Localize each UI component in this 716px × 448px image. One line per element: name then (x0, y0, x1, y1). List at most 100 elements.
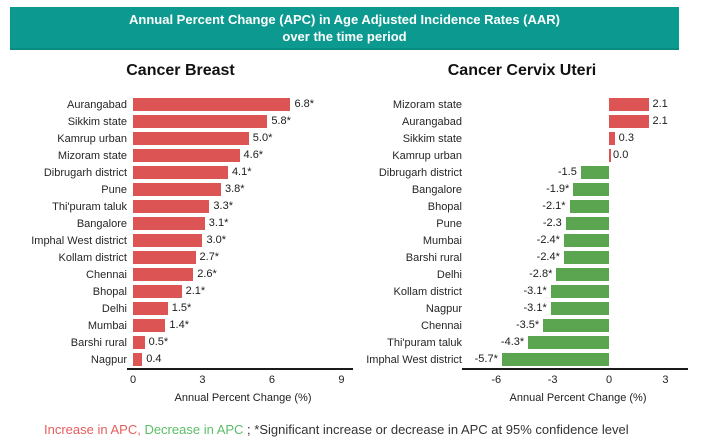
bar-track: 0.0 (468, 147, 688, 164)
decrease-bar (550, 285, 610, 298)
value-label: 0.5* (148, 336, 169, 348)
category-label: Aurangabad (402, 115, 462, 128)
banner-title-line2: over the time period (282, 28, 407, 44)
axis-tick-label: 3 (662, 374, 669, 386)
increase-bar (133, 251, 196, 264)
category-label: Nagpur (90, 353, 127, 366)
chart-row: Bangalore 3.1* (8, 215, 353, 232)
chart-row: Chennai 2.6* (8, 266, 353, 283)
legend-footnote: Increase in APC, Decrease in APC ; *Sign… (44, 422, 629, 437)
category-label: Delhi (436, 268, 462, 281)
chart-row: Nagpur -3.1* (356, 300, 688, 317)
increase-bar (609, 149, 612, 162)
bar-track: 4.1* (133, 164, 353, 181)
chart-row: Barshi rural -2.4* (356, 249, 688, 266)
value-label: 1.5* (171, 302, 192, 314)
value-label: -2.4* (536, 234, 560, 246)
x-axis-title: Annual Percent Change (%) (174, 392, 312, 404)
increase-bar (133, 268, 194, 281)
chart-row: Sikkim state 0.3 (356, 130, 688, 147)
bar-track: -3.1* (468, 300, 688, 317)
category-label: Imphal West district (366, 353, 462, 366)
category-label: Barshi rural (405, 251, 462, 264)
value-label: 3.3* (213, 200, 233, 212)
value-label: -2.4* (536, 251, 560, 263)
value-label: 0.4 (146, 353, 162, 365)
category-label: Sikkim state (402, 132, 462, 145)
value-label: 3.8* (225, 183, 245, 195)
value-label: 4.1* (231, 166, 252, 178)
chart-row: Kamrup urban 5.0* (8, 130, 353, 147)
bar-track: -2.8* (468, 266, 688, 283)
bar-track: 2.7* (133, 249, 353, 266)
chart-row: Mizoram state 4.6* (8, 147, 353, 164)
significance-note: ; *Significant increase or decrease in A… (243, 422, 629, 437)
bar-track: 3.3* (133, 198, 353, 215)
chart-row: Nagpur 0.4 (8, 351, 353, 368)
chart-row: Mumbai -2.4* (356, 232, 688, 249)
increase-bar (133, 115, 268, 128)
value-label: 1.4* (169, 319, 189, 331)
chart-row: Thi'puram taluk -4.3* (356, 334, 688, 351)
bar-track: -2.4* (468, 232, 688, 249)
bar-track: 3.8* (133, 181, 353, 198)
bar-track: 2.1* (133, 283, 353, 300)
category-label: Thi'puram taluk (52, 200, 127, 213)
chart-row: Bhopal 2.1* (8, 283, 353, 300)
chart-row: Mizoram state 2.1 (356, 96, 688, 113)
value-label: -2.8* (529, 268, 553, 280)
category-label: Pune (101, 183, 127, 196)
axis-tick-label: 9 (338, 374, 345, 386)
chart-row: Bangalore -1.9* (356, 181, 688, 198)
category-label: Aurangabad (67, 98, 127, 111)
category-label: Delhi (101, 302, 127, 315)
category-label: Thi'puram taluk (387, 336, 462, 349)
category-label: Nagpur (425, 302, 462, 315)
chart-axis-breast: Annual Percent Change (%) 0 3 6 9 (127, 368, 353, 404)
chart-title-breast: Cancer Breast (126, 62, 235, 79)
category-label: Dibrugarh district (378, 166, 462, 179)
value-label: 4.6* (243, 149, 264, 161)
legend-decrease-label: Decrease in APC (140, 422, 244, 437)
bar-track: 6.8* (133, 96, 353, 113)
bar-track: 2.1 (468, 113, 688, 130)
bar-track: -1.5 (468, 164, 688, 181)
category-label: Kollam district (393, 285, 462, 298)
chart-title-cervix: Cancer Cervix Uteri (447, 62, 597, 79)
chart-row: Sikkim state 5.8* (8, 113, 353, 130)
value-label: -2.1* (542, 200, 566, 212)
banner-title-line1: Annual Percent Change (APC) in Age Adjus… (129, 11, 560, 27)
bar-track: 3.1* (133, 215, 353, 232)
increase-bar (133, 166, 228, 179)
value-label: 2.7* (199, 251, 220, 263)
category-label: Dibrugarh district (43, 166, 127, 179)
chart-row: Imphal West district -5.7* (356, 351, 688, 368)
x-axis-line (127, 368, 353, 370)
category-label: Chennai (421, 319, 462, 332)
value-label: 3.1* (208, 217, 229, 229)
x-axis-title: Annual Percent Change (%) (509, 392, 647, 404)
chart-axis-cervix: Annual Percent Change (%) -6 -3 0 3 (462, 368, 688, 404)
category-label: Sikkim state (67, 115, 127, 128)
axis-tick-label: -3 (547, 374, 558, 386)
chart-row: Bhopal -2.1* (356, 198, 688, 215)
value-label: 2.1 (652, 115, 668, 127)
category-label: Mumbai (87, 319, 127, 332)
category-label: Mizoram state (392, 98, 462, 111)
category-label: Mumbai (422, 234, 462, 247)
increase-bar (133, 200, 210, 213)
value-label: 2.1* (185, 285, 206, 297)
decrease-bar (580, 166, 610, 179)
chart-cancer-cervix-uteri: Cancer Cervix Uteri Mizoram state 2.1 Aura… (356, 56, 688, 404)
category-label: Barshi rural (70, 336, 127, 349)
increase-bar (133, 217, 205, 230)
header-banner: Annual Percent Change (APC) in Age Adjus… (10, 7, 679, 50)
value-label: 2.1 (652, 98, 668, 110)
increase-bar (133, 319, 166, 332)
chart-row: Barshi rural 0.5* (8, 334, 353, 351)
decrease-bar (573, 183, 610, 196)
category-label: Bhopal (92, 285, 127, 298)
chart-row: Aurangabad 6.8* (8, 96, 353, 113)
chart-row: Mumbai 1.4* (8, 317, 353, 334)
